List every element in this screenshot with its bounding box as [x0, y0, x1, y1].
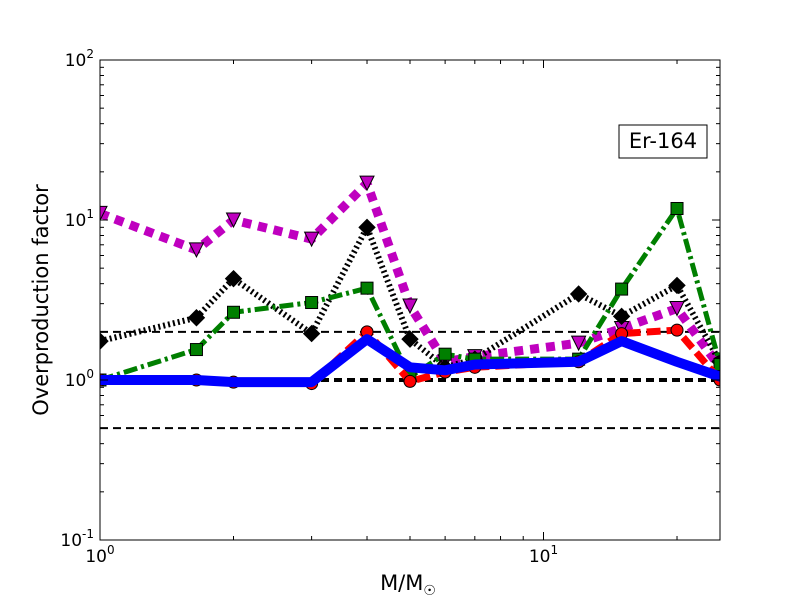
series-line-0: [100, 178, 720, 370]
annotation-label: Er-164: [629, 129, 697, 153]
series-2-point-11: [713, 357, 720, 371]
series-1-point-8: [569, 285, 588, 303]
y-tick-label-0: 10-1: [60, 527, 94, 551]
series-0-point-10: [669, 300, 685, 317]
series-2-point-2: [227, 305, 241, 319]
series-1-point-10: [668, 276, 686, 295]
series-2-point-4: [360, 281, 374, 295]
annotation-box: Er-164: [618, 124, 708, 159]
series-1-point-0: [100, 332, 109, 350]
series-3-point-10: [670, 323, 684, 337]
annotation-frame: [618, 124, 708, 159]
series-3-point-5: [403, 374, 417, 388]
series-1-point-3: [302, 324, 321, 343]
series-0-point-2: [225, 212, 242, 229]
x-tick-label-0: 100: [85, 543, 114, 567]
series-0-point-5: [402, 298, 418, 315]
series-0-point-3: [303, 231, 320, 248]
series-layer: [100, 175, 720, 391]
y-tick-label-3: 102: [65, 47, 94, 71]
series-1-point-4: [358, 218, 376, 237]
y-tick-label-2: 101: [65, 207, 94, 231]
series-2-point-1: [189, 343, 203, 357]
x-axis-label-main: M/M: [380, 571, 423, 595]
y-tick-label-1: 100: [65, 367, 94, 391]
series-2-point-3: [305, 296, 319, 310]
series-1-point-5: [401, 330, 419, 348]
series-0-point-0: [100, 205, 108, 222]
series-1-point-2: [224, 269, 243, 288]
series-0-point-8: [570, 335, 587, 352]
y-axis-label: Overproduction factor: [29, 184, 53, 416]
x-axis-label-sub: ☉: [423, 583, 436, 599]
x-tick-label-1: 101: [529, 543, 558, 567]
series-line-4: [100, 334, 720, 388]
series-2-point-6: [438, 347, 452, 361]
series-line-1: [100, 224, 720, 371]
series-1-point-9: [612, 307, 631, 326]
series-1-point-1: [187, 309, 206, 327]
series-0-point-1: [188, 242, 205, 259]
x-axis-label: M/M☉: [380, 571, 436, 599]
series-0-point-4: [359, 175, 375, 192]
series-2-point-9: [615, 282, 629, 296]
series-2-point-10: [670, 201, 684, 215]
